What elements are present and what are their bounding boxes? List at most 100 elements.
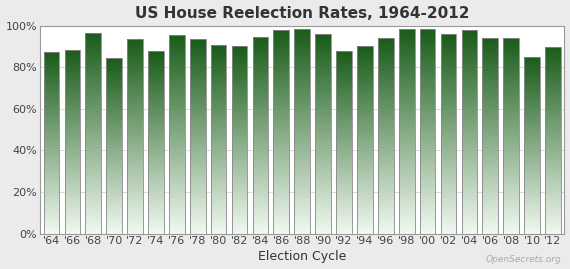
Bar	[253, 229, 268, 231]
Bar	[169, 192, 185, 194]
Bar	[86, 70, 101, 71]
Bar	[420, 163, 435, 164]
Bar	[378, 133, 394, 134]
Bar	[148, 96, 164, 98]
Bar	[524, 216, 540, 217]
Bar	[357, 144, 373, 145]
Bar	[148, 118, 164, 119]
Bar	[378, 129, 394, 131]
Bar	[253, 181, 268, 182]
Bar	[106, 58, 122, 59]
Bar	[441, 69, 457, 70]
Bar	[399, 67, 414, 69]
Bar	[524, 195, 540, 196]
Bar	[545, 143, 561, 144]
Bar	[253, 52, 268, 54]
Bar	[44, 223, 59, 224]
Bar	[545, 232, 561, 233]
Bar	[441, 178, 457, 179]
Bar	[253, 54, 268, 55]
Bar	[106, 194, 122, 195]
Bar	[231, 124, 247, 125]
Bar	[378, 55, 394, 56]
Bar	[127, 143, 143, 144]
Bar	[231, 84, 247, 85]
Bar	[64, 133, 80, 134]
Bar	[315, 38, 331, 40]
Bar	[357, 96, 373, 97]
Bar	[524, 196, 540, 197]
Bar	[378, 47, 394, 49]
Bar	[357, 126, 373, 128]
Bar	[294, 74, 310, 76]
Bar	[127, 151, 143, 152]
Bar	[274, 166, 289, 167]
Bar	[315, 207, 331, 208]
Bar	[106, 93, 122, 94]
Bar	[211, 215, 226, 216]
Bar	[127, 119, 143, 121]
Bar	[64, 191, 80, 192]
Bar	[106, 228, 122, 229]
Bar	[315, 214, 331, 215]
Bar	[420, 81, 435, 83]
Bar	[336, 91, 352, 92]
Bar	[169, 149, 185, 150]
Bar	[86, 164, 101, 165]
Bar	[190, 129, 206, 130]
Bar	[315, 143, 331, 144]
Bar	[211, 222, 226, 224]
Bar	[462, 213, 477, 214]
Bar	[482, 72, 498, 73]
Bar	[211, 217, 226, 218]
Bar	[420, 214, 435, 216]
Bar	[462, 167, 477, 168]
Bar	[274, 143, 289, 144]
Bar	[336, 108, 352, 109]
Bar	[503, 55, 519, 56]
Bar	[545, 154, 561, 155]
Bar	[357, 89, 373, 90]
Bar	[211, 154, 226, 156]
Bar	[503, 217, 519, 218]
Bar	[169, 92, 185, 93]
Bar	[294, 78, 310, 80]
Bar	[545, 124, 561, 125]
Bar	[315, 195, 331, 196]
Bar	[86, 136, 101, 137]
Bar	[253, 47, 268, 48]
Bar	[378, 163, 394, 165]
Bar	[315, 77, 331, 78]
Bar	[441, 167, 457, 168]
Bar	[127, 209, 143, 210]
Bar	[294, 104, 310, 106]
Bar	[503, 69, 519, 70]
Bar	[399, 153, 414, 154]
Bar	[190, 202, 206, 204]
Bar	[503, 57, 519, 58]
Bar	[274, 197, 289, 198]
Bar	[169, 104, 185, 105]
Bar	[44, 150, 59, 151]
Bar	[357, 110, 373, 111]
Bar	[545, 91, 561, 93]
Bar	[231, 231, 247, 232]
Bar	[127, 126, 143, 127]
Bar	[441, 81, 457, 82]
Bar	[127, 84, 143, 86]
Bar	[127, 112, 143, 113]
Bar	[545, 50, 561, 52]
Bar	[106, 83, 122, 84]
Bar	[211, 137, 226, 138]
Bar	[127, 179, 143, 180]
Bar	[64, 181, 80, 182]
Bar	[64, 208, 80, 209]
Bar	[148, 184, 164, 185]
Bar	[274, 57, 289, 59]
Bar	[231, 131, 247, 133]
Bar	[169, 198, 185, 199]
Bar	[357, 68, 373, 69]
Bar	[44, 130, 59, 132]
Bar	[294, 107, 310, 108]
Bar	[462, 88, 477, 90]
